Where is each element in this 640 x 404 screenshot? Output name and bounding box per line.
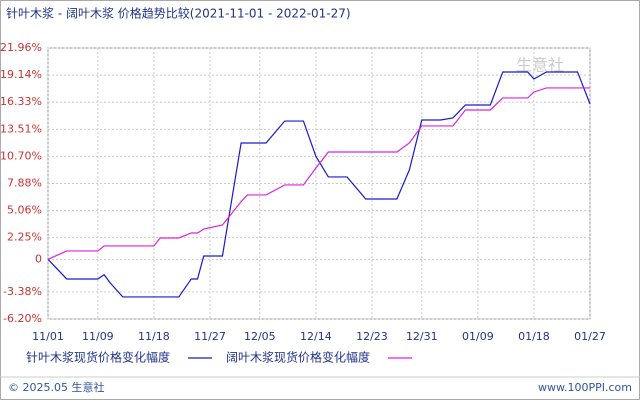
y-tick-label: 5.06% (7, 204, 42, 217)
y-tick-label: 19.14% (0, 68, 42, 81)
legend-label: 阔叶木浆现货价格变化幅度 (226, 350, 370, 365)
y-tick-label: 7.88% (7, 177, 42, 190)
y-tick-label: 10.70% (0, 149, 42, 162)
x-tick-label: 12/14 (300, 330, 332, 343)
chart-title: 针叶木浆 - 阔叶木浆 价格趋势比较(2021-11-01 - 2022-01-… (6, 6, 351, 21)
x-tick-label: 01/09 (462, 330, 494, 343)
y-tick-label: 2.25% (7, 231, 42, 244)
series-line (47, 71, 591, 298)
x-tick-label: 01/18 (518, 330, 550, 343)
y-tick-label: 0 (35, 252, 42, 265)
y-tick-label: -3.38% (3, 285, 42, 298)
x-tick-label: 01/27 (574, 330, 606, 343)
x-tick-label: 11/01 (32, 330, 64, 343)
x-tick-label: 12/05 (244, 330, 276, 343)
y-tick-label: 21.96% (0, 41, 42, 54)
x-tick-label: 11/09 (82, 330, 114, 343)
y-tick-label: -6.20% (3, 312, 42, 325)
x-tick-label: 11/18 (138, 330, 170, 343)
x-tick-label: 12/23 (356, 330, 388, 343)
x-tick-label: 11/27 (194, 330, 226, 343)
y-tick-label: 16.33% (0, 95, 42, 108)
x-tick-label: 12/31 (406, 330, 438, 343)
y-tick-label: 13.51% (0, 122, 42, 135)
footer-right: www.100PPI.com (538, 381, 632, 394)
watermark: 生意社 (516, 56, 564, 75)
series-line (47, 87, 590, 260)
legend-label: 针叶木浆现货价格变化幅度 (26, 350, 170, 365)
footer-left: © 2025.05 生意社 (8, 380, 104, 394)
